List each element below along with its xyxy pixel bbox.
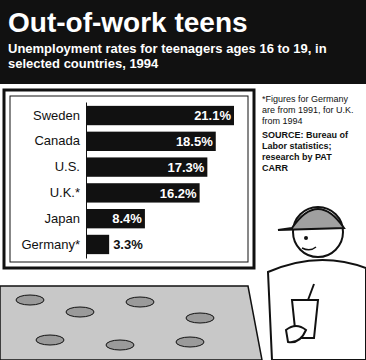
text-line: Labor statistics;: [262, 141, 332, 151]
table-disc: [126, 297, 154, 307]
text-line: Unemployment rates for teenagers ages 16…: [8, 41, 327, 56]
text-line: research by PAT: [262, 152, 332, 162]
tick: Germany*: [21, 237, 86, 252]
tick: Canada: [34, 133, 86, 148]
tick-label: Germany*: [21, 237, 80, 252]
tabletop: [0, 286, 262, 360]
tick-label: Japan: [45, 211, 80, 226]
subtitle: Unemployment rates for teenagers ages 16…: [8, 41, 327, 71]
tick-label: U.K.*: [50, 185, 80, 200]
table-disc: [106, 340, 134, 350]
bar: [86, 235, 109, 254]
text-line: CARR: [262, 163, 288, 173]
data-label: 16.2%: [160, 186, 197, 201]
straw: [308, 284, 314, 300]
tick: U.S.: [55, 159, 86, 174]
annotation: *Figures for Germanyare from 1991, for U…: [262, 94, 354, 126]
data-label: 21.1%: [194, 108, 231, 123]
axis-line: [86, 103, 87, 259]
table-disc: [16, 295, 44, 305]
tick: Sweden: [33, 108, 86, 123]
body: [268, 260, 366, 360]
table-disc: [36, 335, 64, 345]
tick-label: Sweden: [33, 108, 80, 123]
text-line: selected countries, 1994: [8, 56, 159, 71]
tick-label: U.S.: [55, 159, 80, 174]
table-disc: [66, 307, 94, 317]
title: Out-of-work teens: [8, 7, 248, 38]
header-background: [0, 0, 366, 84]
data-label: 17.3%: [167, 160, 204, 175]
mouth: [302, 247, 316, 250]
data-labels: 21.1% 18.5% 17.3% 16.2% 8.4% 3.3%: [112, 108, 231, 252]
tick-label: Canada: [34, 133, 80, 148]
text-line: from 1994: [262, 116, 303, 126]
eye: [304, 236, 308, 240]
table-disc: [186, 313, 214, 323]
bar: [86, 209, 145, 228]
tick: U.K.*: [50, 185, 86, 200]
text-line: are from 1991, for U.K.: [262, 105, 354, 115]
chart-root: Out-of-work teens Unemployment rates for …: [0, 0, 366, 360]
text-line: *Figures for Germany: [262, 94, 349, 104]
illustration: [0, 207, 366, 360]
panel-inner-frame: [10, 96, 248, 262]
annotation: SOURCE: Bureau ofLabor statistics;resear…: [262, 130, 349, 173]
panel-frame: [4, 90, 254, 268]
text-line: SOURCE: Bureau of: [262, 130, 349, 140]
bar: [86, 132, 216, 151]
bars: [86, 106, 234, 254]
table-disc: [176, 337, 204, 347]
data-label: 8.4%: [112, 211, 142, 226]
tick: Japan: [45, 211, 86, 226]
cap: [278, 209, 344, 230]
data-label: 3.3%: [113, 237, 143, 252]
y-axis: Sweden Canada U.S. U.K.* Japan Germany*: [21, 103, 86, 259]
data-label: 18.5%: [176, 134, 213, 149]
bar: [86, 183, 200, 202]
bar: [86, 157, 207, 176]
bar: [86, 106, 234, 125]
hand: [286, 326, 306, 342]
